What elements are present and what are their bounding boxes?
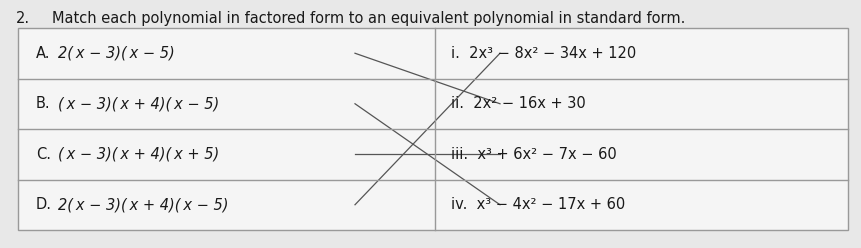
Text: ii.  2x² − 16x + 30: ii. 2x² − 16x + 30 <box>450 96 585 111</box>
Bar <box>18 28 847 230</box>
Text: D.: D. <box>36 197 52 212</box>
Text: ( x − 3)( x + 4)( x − 5): ( x − 3)( x + 4)( x − 5) <box>58 96 219 111</box>
Text: Match each polynomial in factored form to an equivalent polynomial in standard f: Match each polynomial in factored form t… <box>52 11 684 26</box>
Text: A.: A. <box>36 46 51 61</box>
Text: iv.  x³ − 4x² − 17x + 60: iv. x³ − 4x² − 17x + 60 <box>450 197 624 212</box>
Bar <box>18 28 847 230</box>
Text: 2( x − 3)( x − 5): 2( x − 3)( x − 5) <box>58 46 175 61</box>
Text: iii.  x³ + 6x² − 7x − 60: iii. x³ + 6x² − 7x − 60 <box>450 147 616 162</box>
Text: 2.: 2. <box>16 11 30 26</box>
Text: ( x − 3)( x + 4)( x + 5): ( x − 3)( x + 4)( x + 5) <box>58 147 219 162</box>
Text: B.: B. <box>36 96 51 111</box>
Text: 2( x − 3)( x + 4)( x − 5): 2( x − 3)( x + 4)( x − 5) <box>58 197 228 212</box>
Text: C.: C. <box>36 147 51 162</box>
Text: i.  2x³ − 8x² − 34x + 120: i. 2x³ − 8x² − 34x + 120 <box>450 46 635 61</box>
